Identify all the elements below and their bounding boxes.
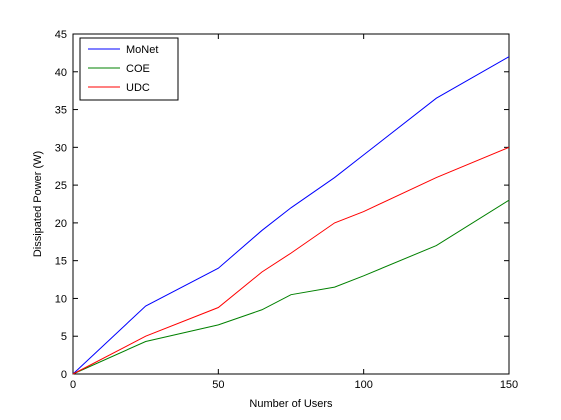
axis-ticks: 0 50 100 150 0 5 10 15 20 25 30 35 40 45 [55,29,518,391]
y-tick-label: 35 [55,105,67,117]
series-line-udc [72,146,510,375]
y-tick-label: 15 [55,256,67,268]
x-axis-label: Number of Users [249,398,333,410]
series-line-monet [72,56,510,375]
series-lines [72,56,510,375]
legend: MoNet COE UDC [79,37,179,101]
legend-label-udc: UDC [126,82,150,94]
legend-box [79,37,179,101]
x-tick-label: 150 [500,379,518,391]
x-tick-label: 50 [212,379,224,391]
y-tick-label: 30 [55,142,67,154]
y-tick-label: 10 [55,293,67,305]
y-tick-label: 45 [55,29,67,41]
x-tick-label: 100 [354,379,372,391]
y-tick-label: 40 [55,67,67,79]
y-axis-label: Dissipated Power (W) [32,151,44,257]
y-tick-label: 20 [55,218,67,230]
y-tick-label: 0 [61,369,67,381]
y-tick-label: 25 [55,180,67,192]
y-tick-label: 5 [61,331,67,343]
legend-label-coe: COE [126,63,150,75]
x-tick-label: 0 [70,379,76,391]
series-line-coe [72,199,510,375]
legend-label-monet: MoNet [126,44,158,56]
